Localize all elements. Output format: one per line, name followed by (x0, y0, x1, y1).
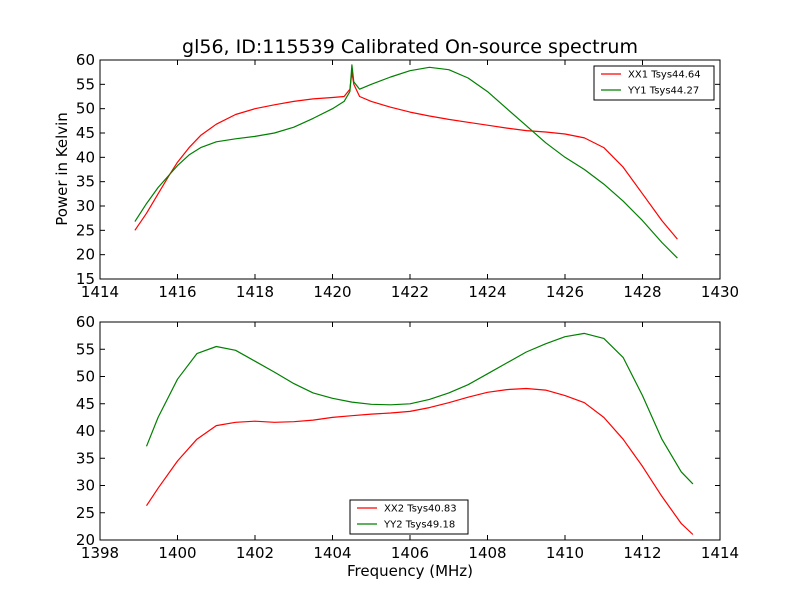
bottom-legend-label-xx2: XX2 Tsys40.83 (384, 504, 457, 515)
top-legend: XX1 Tsys44.64 YY1 Tsys44.27 (593, 65, 715, 101)
top-x-tick-label: 1414 (81, 283, 119, 301)
top-plot-frame (99, 59, 721, 280)
bottom-x-tick-label: 1410 (546, 544, 584, 562)
bottom-y-tick-label: 30 (76, 477, 95, 495)
top-series-lines (134, 64, 678, 259)
top-y-tick-label: 55 (76, 75, 95, 93)
top-y-axis-label: Power in Kelvin (53, 112, 71, 226)
bottom-panel: 1398 1400 1402 1404 1406 1408 1410 1412 1414 20 25… (76, 313, 739, 580)
top-x-tick-label: 1430 (701, 283, 739, 301)
top-y-tick-label: 45 (76, 124, 95, 142)
top-panel: gl56, ID:115539 Calibrated On-source spe… (53, 36, 739, 301)
top-x-tick-label: 1420 (313, 283, 351, 301)
top-x-tick-label: 1424 (468, 283, 506, 301)
top-x-tick-label: 1416 (158, 283, 196, 301)
top-x-tick-label: 1426 (546, 283, 584, 301)
bottom-y-tick-label: 45 (76, 395, 95, 413)
top-y-tick-label: 60 (76, 51, 95, 69)
bottom-legend-box (349, 499, 469, 535)
bottom-y-tick-label: 35 (76, 449, 95, 467)
bottom-x-tick-label: 1402 (236, 544, 274, 562)
top-legend-label-yy1: YY1 Tsys44.27 (627, 86, 699, 97)
top-y-tick-label: 50 (76, 100, 95, 118)
bottom-series-line-yy (145, 332, 694, 485)
bottom-x-tick-label: 1406 (391, 544, 429, 562)
bottom-y-tick-label: 20 (76, 531, 95, 549)
top-y-tick-label: 40 (76, 148, 95, 166)
top-chart-title: gl56, ID:115539 Calibrated On-source spe… (182, 36, 638, 58)
top-y-tick-label: 25 (76, 221, 95, 239)
bottom-y-tick-label: 25 (76, 504, 95, 522)
top-y-tick-label: 30 (76, 197, 95, 215)
bottom-x-tick-label: 1400 (158, 544, 196, 562)
bottom-x-axis-label: Frequency (MHz) (347, 562, 473, 580)
top-ticks: 1414 1416 1418 1420 1422 1424 1426 1428 1430 15 20… (76, 51, 739, 301)
bottom-plot-frame (99, 321, 721, 541)
top-x-tick-label: 1422 (391, 283, 429, 301)
top-x-tick-label: 1418 (236, 283, 274, 301)
top-y-tick-label: 20 (76, 246, 95, 264)
bottom-x-tick-label: 1414 (701, 544, 739, 562)
bottom-x-tick-label: 1412 (623, 544, 661, 562)
bottom-series-line-xx (145, 387, 694, 535)
bottom-y-tick-label: 60 (76, 313, 95, 331)
bottom-y-tick-label: 55 (76, 340, 95, 358)
top-y-tick-label: 35 (76, 173, 95, 191)
bottom-x-tick-label: 1398 (81, 544, 119, 562)
top-series-line-yy (134, 64, 678, 259)
top-legend-label-xx1: XX1 Tsys44.64 (628, 70, 701, 81)
bottom-x-tick-label: 1404 (313, 544, 351, 562)
bottom-legend-label-yy2: YY2 Tsys49.18 (383, 520, 455, 531)
top-series-line-xx (134, 71, 678, 240)
bottom-legend: XX2 Tsys40.83 YY2 Tsys49.18 (349, 499, 469, 535)
top-y-tick-label: 15 (76, 270, 95, 288)
top-x-tick-label: 1428 (623, 283, 661, 301)
bottom-y-tick-label: 40 (76, 422, 95, 440)
bottom-series-lines (145, 332, 694, 535)
bottom-x-tick-label: 1408 (468, 544, 506, 562)
bottom-ticks: 1398 1400 1402 1404 1406 1408 1410 1412 1414 20 25… (76, 313, 739, 562)
top-legend-box (593, 65, 715, 101)
bottom-y-tick-label: 50 (76, 368, 95, 386)
